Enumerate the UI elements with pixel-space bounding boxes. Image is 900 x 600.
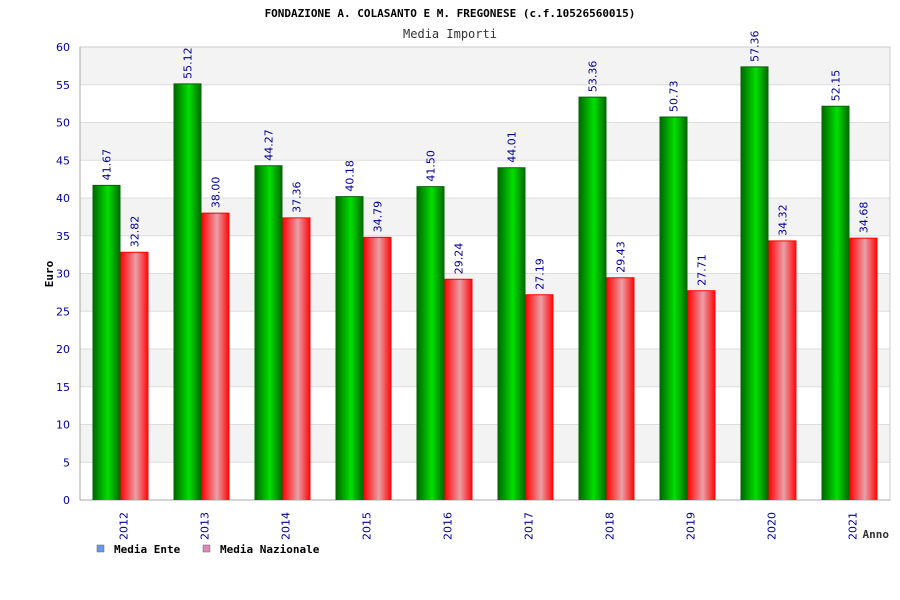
x-axis-title: Anno bbox=[863, 528, 890, 541]
bar-media-ente-2020 bbox=[740, 66, 769, 500]
y-tick-label: 30 bbox=[56, 268, 70, 281]
y-tick-label: 50 bbox=[56, 117, 70, 130]
bar-media-nazionale-2012 bbox=[120, 252, 149, 500]
bar-media-ente-2016 bbox=[416, 186, 445, 501]
y-tick-label: 10 bbox=[56, 419, 70, 432]
x-tick-label: 2015 bbox=[361, 512, 374, 540]
x-tick-label: 2012 bbox=[118, 512, 131, 540]
x-tick-label: 2017 bbox=[523, 512, 536, 540]
y-tick-label: 5 bbox=[63, 456, 70, 469]
legend: Media Ente Media Nazionale bbox=[96, 543, 320, 556]
data-label: 27.71 bbox=[696, 254, 709, 286]
data-label: 32.82 bbox=[129, 216, 142, 248]
data-label: 50.73 bbox=[668, 80, 681, 112]
x-tick-label: 2018 bbox=[604, 512, 617, 540]
x-tick-label: 2021 bbox=[847, 512, 860, 540]
y-axis: 0 5 10 15 20 25 30 35 40 45 50 55 60 bbox=[56, 41, 81, 507]
data-label: 40.18 bbox=[344, 160, 357, 192]
data-label: 52.15 bbox=[830, 70, 843, 102]
bar-media-nazionale-2019 bbox=[687, 290, 716, 500]
data-label: 37.36 bbox=[291, 181, 304, 213]
data-label: 27.19 bbox=[534, 258, 547, 290]
legend-label-media-ente: Media Ente bbox=[114, 543, 181, 556]
x-tick-label: 2013 bbox=[199, 512, 212, 540]
bar-media-ente-2021 bbox=[821, 106, 850, 500]
bar-media-nazionale-2017 bbox=[525, 294, 554, 500]
chart-title: FONDAZIONE A. COLASANTO E M. FREGONESE (… bbox=[265, 7, 636, 20]
bar-media-ente-2012 bbox=[92, 185, 121, 501]
bar-media-nazionale-2014 bbox=[282, 217, 311, 500]
bar-media-nazionale-2013 bbox=[201, 213, 230, 500]
bar-media-nazionale-2015 bbox=[363, 237, 392, 500]
data-label: 57.36 bbox=[749, 30, 762, 62]
data-labels: 41.67 32.82 55.12 38.00 44.27 37.36 40.18 34.79… bbox=[101, 30, 871, 289]
data-label: 29.43 bbox=[615, 241, 628, 273]
bar-media-ente-2013 bbox=[173, 83, 202, 501]
data-label: 34.32 bbox=[777, 204, 790, 236]
data-label: 41.50 bbox=[425, 150, 438, 182]
data-label: 44.01 bbox=[506, 131, 519, 163]
data-label: 34.68 bbox=[858, 202, 871, 234]
y-tick-label: 25 bbox=[56, 305, 70, 318]
bar-media-ente-2019 bbox=[659, 116, 688, 501]
legend-swatch-media-nazionale bbox=[202, 544, 211, 553]
x-tick-label: 2016 bbox=[442, 512, 455, 540]
data-label: 38.00 bbox=[210, 177, 223, 209]
y-axis-title: Euro bbox=[43, 260, 56, 287]
bar-media-nazionale-2018 bbox=[606, 277, 635, 500]
data-label: 29.24 bbox=[453, 243, 466, 275]
legend-label-media-nazionale: Media Nazionale bbox=[220, 543, 320, 556]
data-label: 53.36 bbox=[587, 61, 600, 93]
bar-media-nazionale-2021 bbox=[849, 238, 878, 500]
bar-media-ente-2015 bbox=[335, 196, 364, 501]
y-tick-label: 60 bbox=[56, 41, 70, 54]
bar-media-nazionale-2020 bbox=[768, 240, 797, 500]
y-tick-label: 40 bbox=[56, 192, 70, 205]
x-tick-label: 2014 bbox=[280, 512, 293, 540]
bars-group bbox=[92, 66, 878, 501]
x-tick-label: 2020 bbox=[766, 512, 779, 540]
chart-subtitle: Media Importi bbox=[403, 27, 497, 41]
bar-media-ente-2014 bbox=[254, 165, 283, 500]
data-label: 34.79 bbox=[372, 201, 385, 233]
bar-media-ente-2017 bbox=[497, 167, 526, 501]
x-axis: 2012 2013 2014 2015 2016 2017 2018 2019 2020 2021 bbox=[80, 499, 890, 540]
data-label: 44.27 bbox=[263, 129, 276, 161]
x-tick-label: 2019 bbox=[685, 512, 698, 540]
y-tick-label: 15 bbox=[56, 381, 70, 394]
y-tick-label: 20 bbox=[56, 343, 70, 356]
y-tick-label: 0 bbox=[63, 494, 70, 507]
data-label: 41.67 bbox=[101, 149, 114, 181]
y-tick-label: 45 bbox=[56, 154, 70, 167]
y-tick-label: 35 bbox=[56, 230, 70, 243]
bar-media-nazionale-2016 bbox=[444, 279, 473, 500]
legend-swatch-media-ente bbox=[96, 544, 105, 553]
y-tick-label: 55 bbox=[56, 79, 70, 92]
data-label: 55.12 bbox=[182, 47, 195, 79]
bar-media-ente-2018 bbox=[578, 97, 607, 500]
